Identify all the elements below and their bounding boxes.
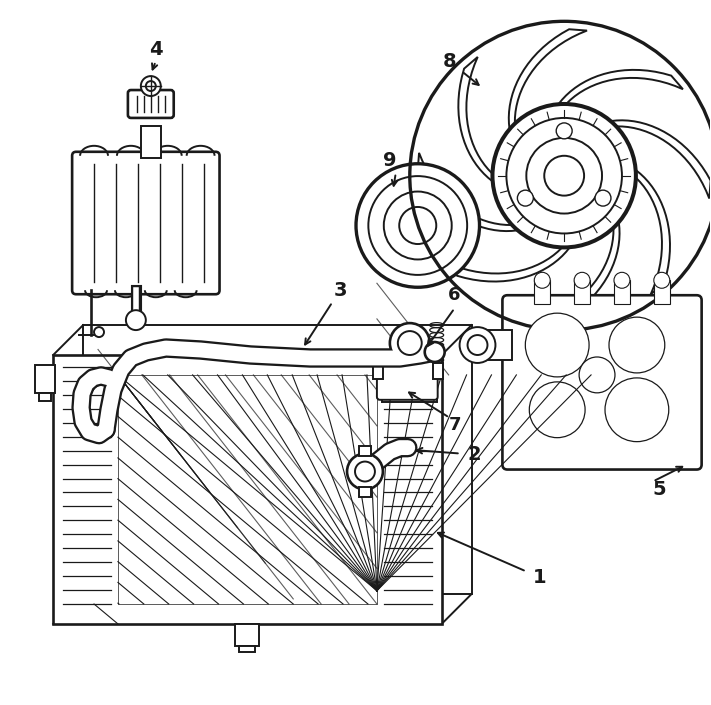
Text: 8: 8 <box>443 51 456 70</box>
Circle shape <box>398 331 422 355</box>
Bar <box>478 330 513 360</box>
Circle shape <box>424 342 444 362</box>
Circle shape <box>126 310 146 330</box>
Bar <box>118 375 377 604</box>
Polygon shape <box>555 70 683 109</box>
Polygon shape <box>445 243 573 281</box>
Bar <box>359 487 371 498</box>
FancyBboxPatch shape <box>377 352 438 400</box>
Circle shape <box>544 156 584 195</box>
Circle shape <box>355 462 375 482</box>
Bar <box>240 646 255 652</box>
Circle shape <box>390 323 429 363</box>
Bar <box>574 281 590 304</box>
Circle shape <box>468 335 488 355</box>
Bar <box>53 355 442 624</box>
Circle shape <box>605 378 669 441</box>
Bar <box>83 325 471 594</box>
Circle shape <box>459 327 496 363</box>
Circle shape <box>384 192 451 259</box>
Bar <box>382 378 437 402</box>
Polygon shape <box>418 153 523 231</box>
Polygon shape <box>631 167 670 295</box>
Text: 2: 2 <box>468 445 481 464</box>
Circle shape <box>146 81 156 91</box>
Polygon shape <box>606 121 710 199</box>
Circle shape <box>506 118 622 233</box>
Text: 4: 4 <box>149 39 163 59</box>
Circle shape <box>347 453 383 489</box>
Circle shape <box>614 272 630 288</box>
Text: 1: 1 <box>533 568 546 587</box>
Circle shape <box>609 317 665 373</box>
Circle shape <box>579 357 615 393</box>
Text: 9: 9 <box>383 152 397 171</box>
Bar <box>614 281 630 304</box>
Circle shape <box>518 190 533 206</box>
Bar <box>36 365 55 393</box>
Circle shape <box>368 176 467 275</box>
Circle shape <box>556 123 572 139</box>
Polygon shape <box>459 57 497 184</box>
FancyBboxPatch shape <box>128 90 173 118</box>
Circle shape <box>595 190 611 206</box>
Bar <box>433 363 443 379</box>
Polygon shape <box>509 29 587 134</box>
Polygon shape <box>541 217 619 322</box>
FancyBboxPatch shape <box>503 295 702 470</box>
Circle shape <box>574 272 590 288</box>
Circle shape <box>493 104 636 247</box>
Circle shape <box>525 313 589 377</box>
Bar <box>534 281 550 304</box>
Bar <box>39 393 51 401</box>
Circle shape <box>356 164 479 287</box>
Text: 5: 5 <box>652 480 665 499</box>
Circle shape <box>529 382 585 438</box>
Bar <box>359 446 371 455</box>
Circle shape <box>526 138 602 214</box>
Bar <box>654 281 670 304</box>
FancyBboxPatch shape <box>72 152 220 294</box>
Circle shape <box>94 327 104 337</box>
Circle shape <box>400 207 437 244</box>
Bar <box>118 375 377 604</box>
Bar <box>373 363 383 379</box>
Circle shape <box>534 272 550 288</box>
Bar <box>235 624 260 646</box>
Text: 6: 6 <box>449 286 461 305</box>
Circle shape <box>654 272 670 288</box>
Circle shape <box>141 76 161 96</box>
Bar <box>141 126 161 158</box>
Text: 7: 7 <box>449 416 461 434</box>
Text: 3: 3 <box>333 281 347 300</box>
